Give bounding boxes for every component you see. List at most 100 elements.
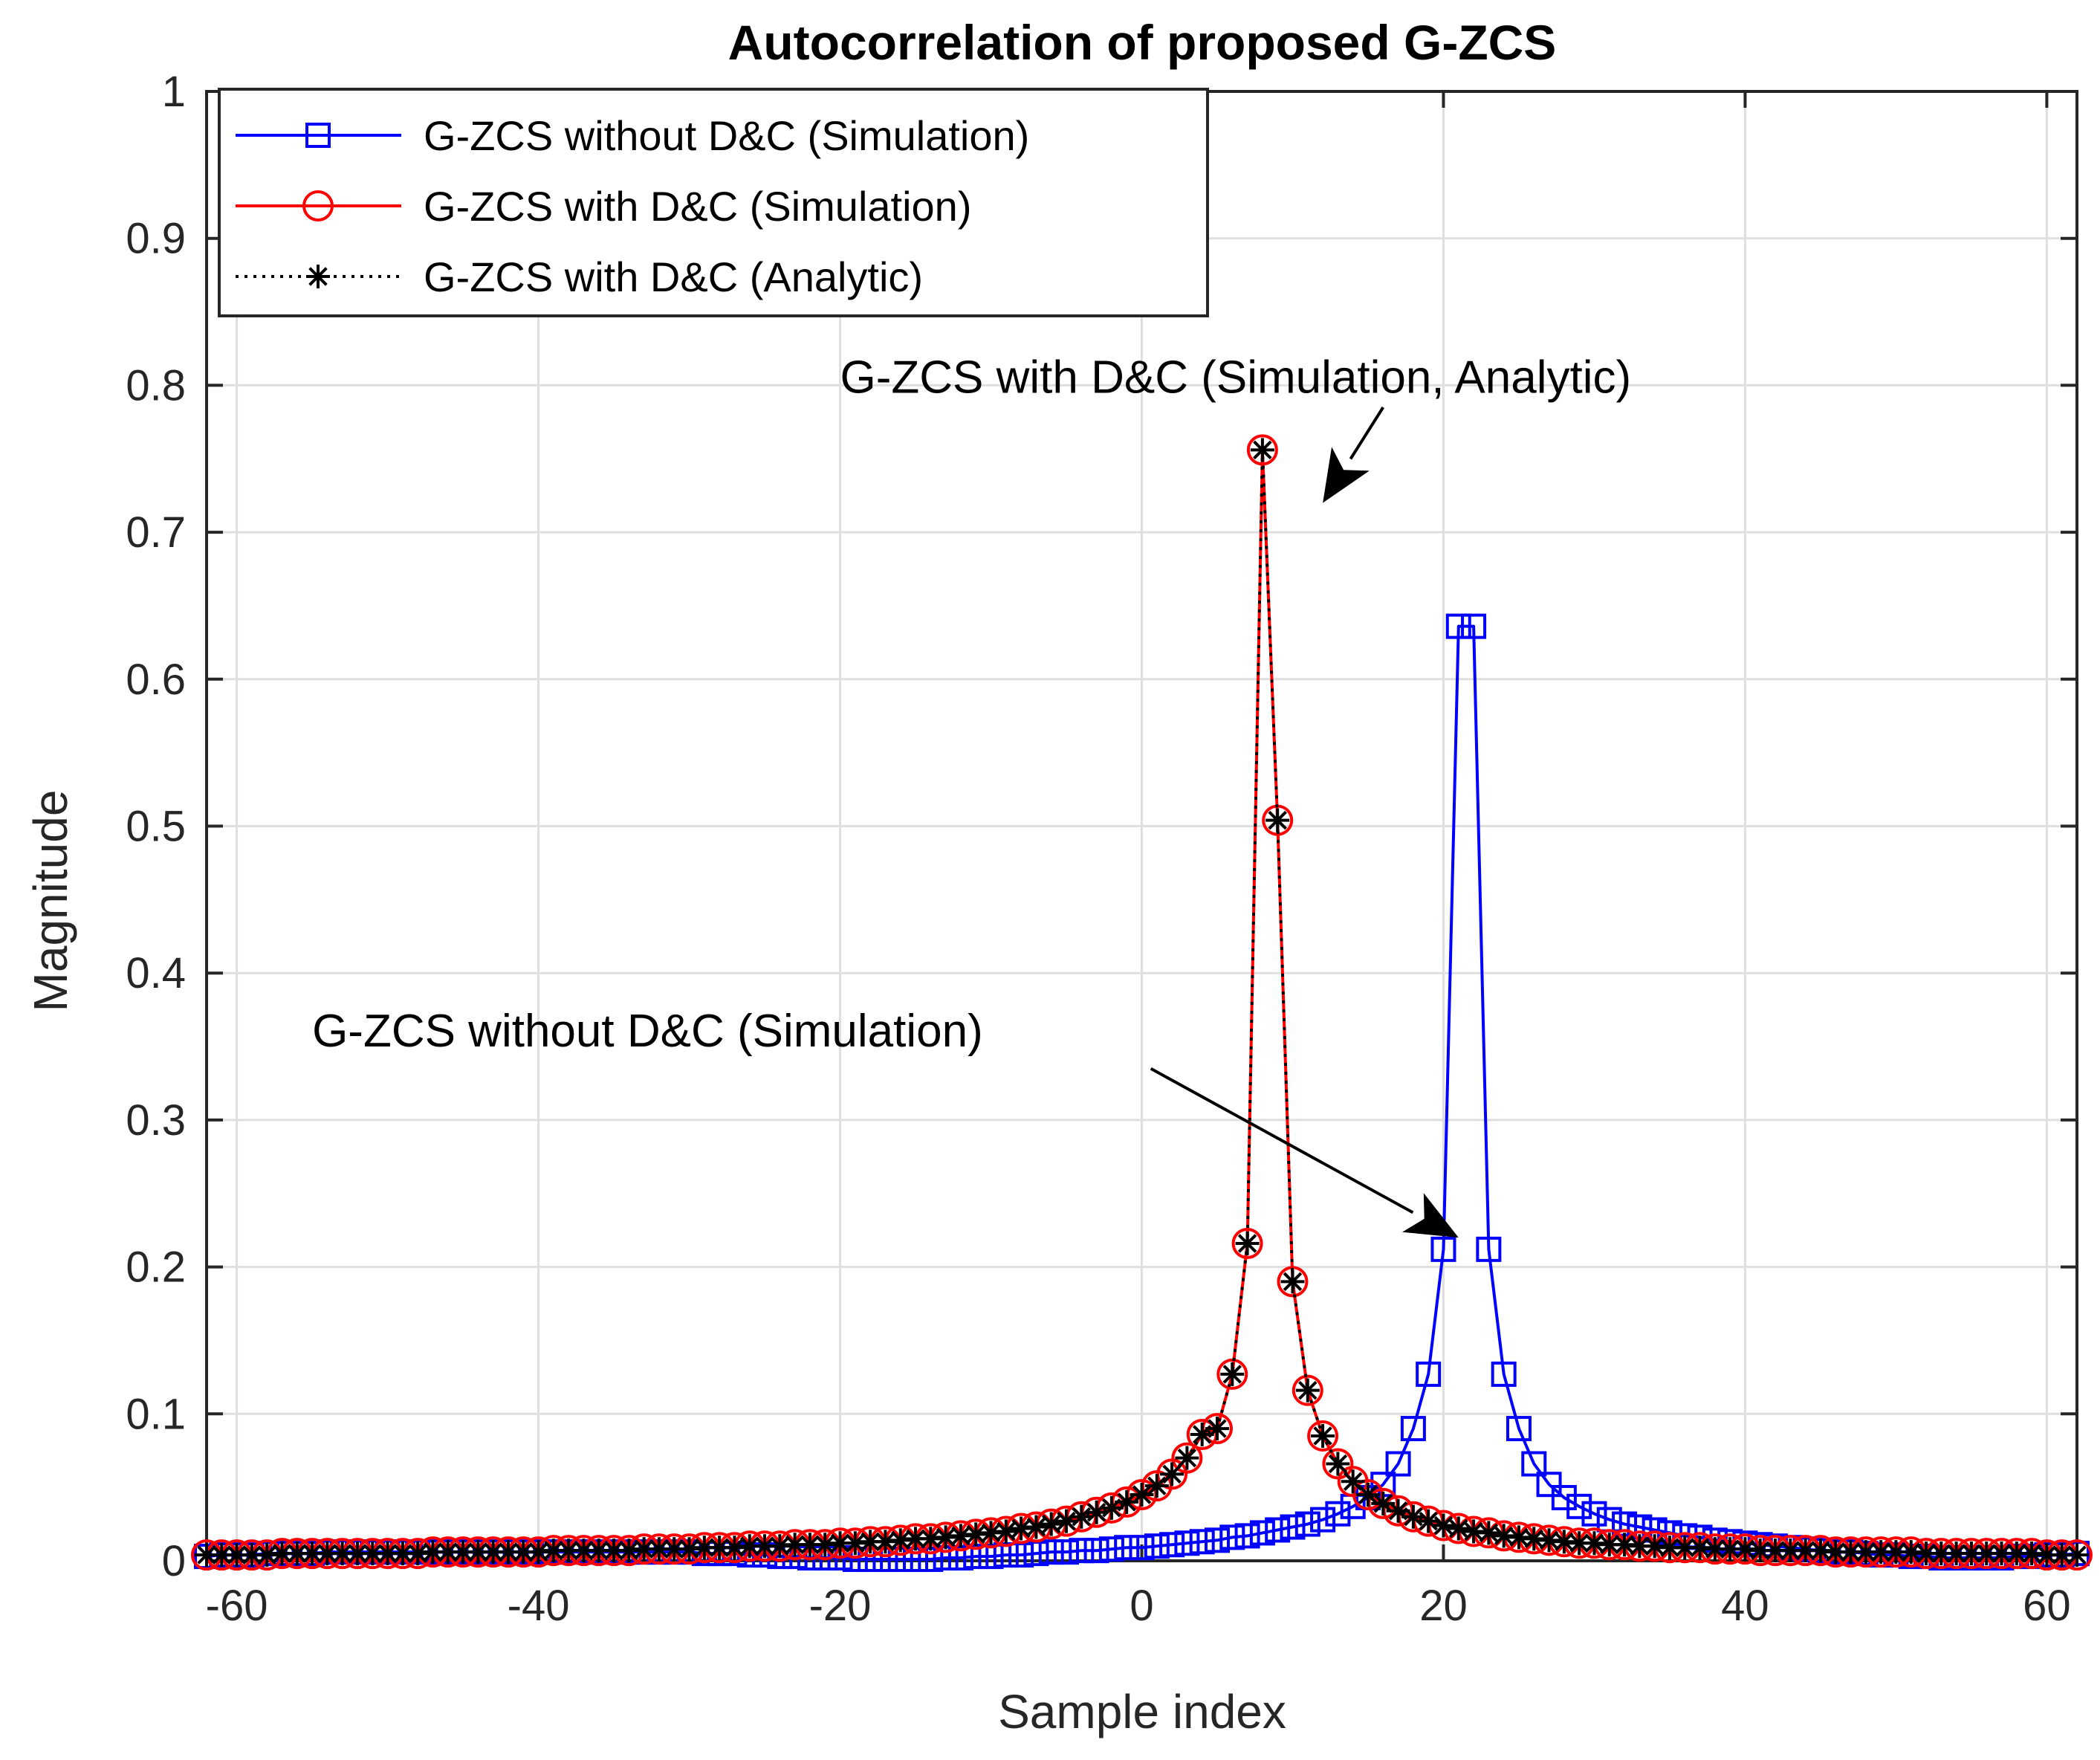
data-point-with-dc-analytic (873, 1530, 898, 1554)
legend-marker (305, 123, 331, 148)
asterisk-stroke (408, 1544, 427, 1563)
data-point-with-dc-analytic (1175, 1446, 1199, 1470)
asterisk-stroke (1871, 1542, 1890, 1562)
y-tick-label: 0.3 (126, 1096, 186, 1145)
asterisk-stroke (513, 1542, 533, 1562)
asterisk-stroke (544, 1541, 563, 1560)
asterisk-stroke (1555, 1532, 1574, 1552)
asterisk-stroke (1630, 1536, 1650, 1556)
y-tick-label: 0.8 (126, 361, 186, 410)
asterisk-stroke (1253, 440, 1272, 460)
asterisk-stroke (1313, 1426, 1332, 1446)
asterisk-stroke (348, 1544, 367, 1563)
data-point-with-dc-analytic (617, 1539, 641, 1563)
asterisk-stroke (1916, 1544, 1936, 1563)
asterisk-stroke (1644, 1536, 1665, 1556)
asterisk-stroke (695, 1538, 714, 1557)
data-point-without-dc-simulation (1385, 1451, 1411, 1477)
asterisk-stroke (1992, 1544, 2012, 1563)
annotation-1: G-ZCS with D&C (Simulation, Analytic) (840, 352, 1632, 503)
asterisk-stroke (1946, 1544, 1966, 1563)
annotation-label: G-ZCS with D&C (Simulation, Analytic) (840, 352, 1632, 403)
asterisk-stroke (528, 1542, 548, 1562)
asterisk-stroke (710, 1538, 729, 1557)
x-tick-label: -40 (508, 1582, 570, 1630)
data-point-without-dc-simulation (1159, 1532, 1185, 1558)
asterisk-stroke (755, 1536, 774, 1556)
data-point-with-dc-analytic (1160, 1462, 1185, 1486)
asterisk-stroke (1751, 1541, 1770, 1560)
asterisk-stroke (1117, 1492, 1136, 1512)
legend-label: G-ZCS without D&C (Simulation) (424, 112, 1029, 159)
data-point-with-dc-analytic (1326, 1452, 1350, 1476)
data-point-with-dc-analytic (964, 1522, 988, 1547)
asterisk-stroke (1780, 1541, 1801, 1560)
data-point-with-dc-analytic (737, 1534, 762, 1559)
asterisk-stroke (1132, 1485, 1152, 1504)
asterisk-stroke (197, 1545, 216, 1565)
data-point-without-dc-simulation (1551, 1484, 1577, 1510)
data-point-with-dc-analytic (1657, 1536, 1682, 1560)
asterisk-stroke (1162, 1464, 1182, 1484)
asterisk-stroke (649, 1539, 669, 1559)
data-point-with-dc-analytic (858, 1530, 883, 1554)
asterisk-stroke (619, 1541, 639, 1560)
data-point-without-dc-simulation (1265, 1517, 1291, 1543)
asterisk-stroke (377, 1544, 398, 1563)
data-point-with-dc-analytic (224, 1543, 249, 1568)
data-point-without-dc-simulation (1204, 1527, 1230, 1553)
asterisk-stroke (1509, 1527, 1529, 1547)
data-point-with-dc-analytic (1144, 1474, 1169, 1498)
data-point-with-dc-analytic (1688, 1536, 1712, 1560)
asterisk-stroke (1298, 1380, 1318, 1400)
data-point-without-dc-simulation (1445, 613, 1471, 639)
asterisk-stroke (1464, 1521, 1483, 1541)
data-point-with-dc-analytic (1446, 1516, 1471, 1541)
data-point-with-dc-simulation (1231, 1227, 1263, 1259)
asterisk-stroke (981, 1523, 1001, 1543)
x-tick-label: 20 (1419, 1582, 1468, 1630)
asterisk-stroke (332, 1544, 352, 1563)
data-point-with-dc-analytic (1974, 1541, 1999, 1566)
asterisk-stroke (1795, 1541, 1815, 1560)
legend-marker (306, 265, 330, 288)
data-point-without-dc-simulation (1491, 1361, 1517, 1387)
data-point-with-dc-analytic (1280, 1269, 1305, 1294)
data-point-without-dc-simulation (1430, 1236, 1456, 1262)
data-point-with-dc-analytic (1205, 1417, 1229, 1441)
asterisk-stroke (1388, 1501, 1408, 1521)
x-tick-label: 60 (2023, 1582, 2071, 1630)
data-point-without-dc-simulation (1416, 1361, 1442, 1387)
asterisk-stroke (1147, 1476, 1167, 1495)
data-point-with-dc-simulation (1307, 1420, 1339, 1452)
data-point-with-dc-simulation (1292, 1374, 1323, 1406)
asterisk-stroke (1494, 1526, 1514, 1546)
legend-entry-with-dc-simulation: G-ZCS with D&C (Simulation) (236, 183, 971, 230)
legend-box (218, 88, 1209, 317)
asterisk-stroke (1901, 1542, 1921, 1562)
y-tick-label: 0.9 (126, 215, 186, 263)
asterisk-stroke (936, 1527, 956, 1547)
data-point-with-dc-analytic (195, 1543, 218, 1568)
asterisk-stroke (2052, 1545, 2072, 1565)
legend-label: G-ZCS with D&C (Simulation) (424, 183, 971, 230)
asterisk-stroke (921, 1529, 941, 1549)
asterisk-stroke (1358, 1485, 1378, 1504)
data-point-without-dc-simulation (1144, 1533, 1170, 1559)
x-axis-title: Sample index (998, 1685, 1286, 1738)
asterisk-stroke (1856, 1542, 1876, 1562)
data-point-with-dc-analytic (994, 1519, 1018, 1544)
asterisk-stroke (589, 1541, 609, 1560)
asterisk-stroke (1569, 1533, 1589, 1553)
data-point-without-dc-simulation (1189, 1529, 1215, 1555)
asterisk-stroke (483, 1542, 503, 1562)
asterisk-stroke (257, 1545, 276, 1565)
asterisk-stroke (875, 1532, 895, 1552)
asterisk-stroke (1962, 1544, 1981, 1563)
asterisk-stroke (1433, 1515, 1454, 1536)
data-point-with-dc-simulation (1246, 434, 1278, 466)
annotation-arrow-shaft (1349, 406, 1384, 460)
asterisk-stroke (302, 1544, 322, 1563)
asterisk-stroke (1343, 1472, 1363, 1491)
